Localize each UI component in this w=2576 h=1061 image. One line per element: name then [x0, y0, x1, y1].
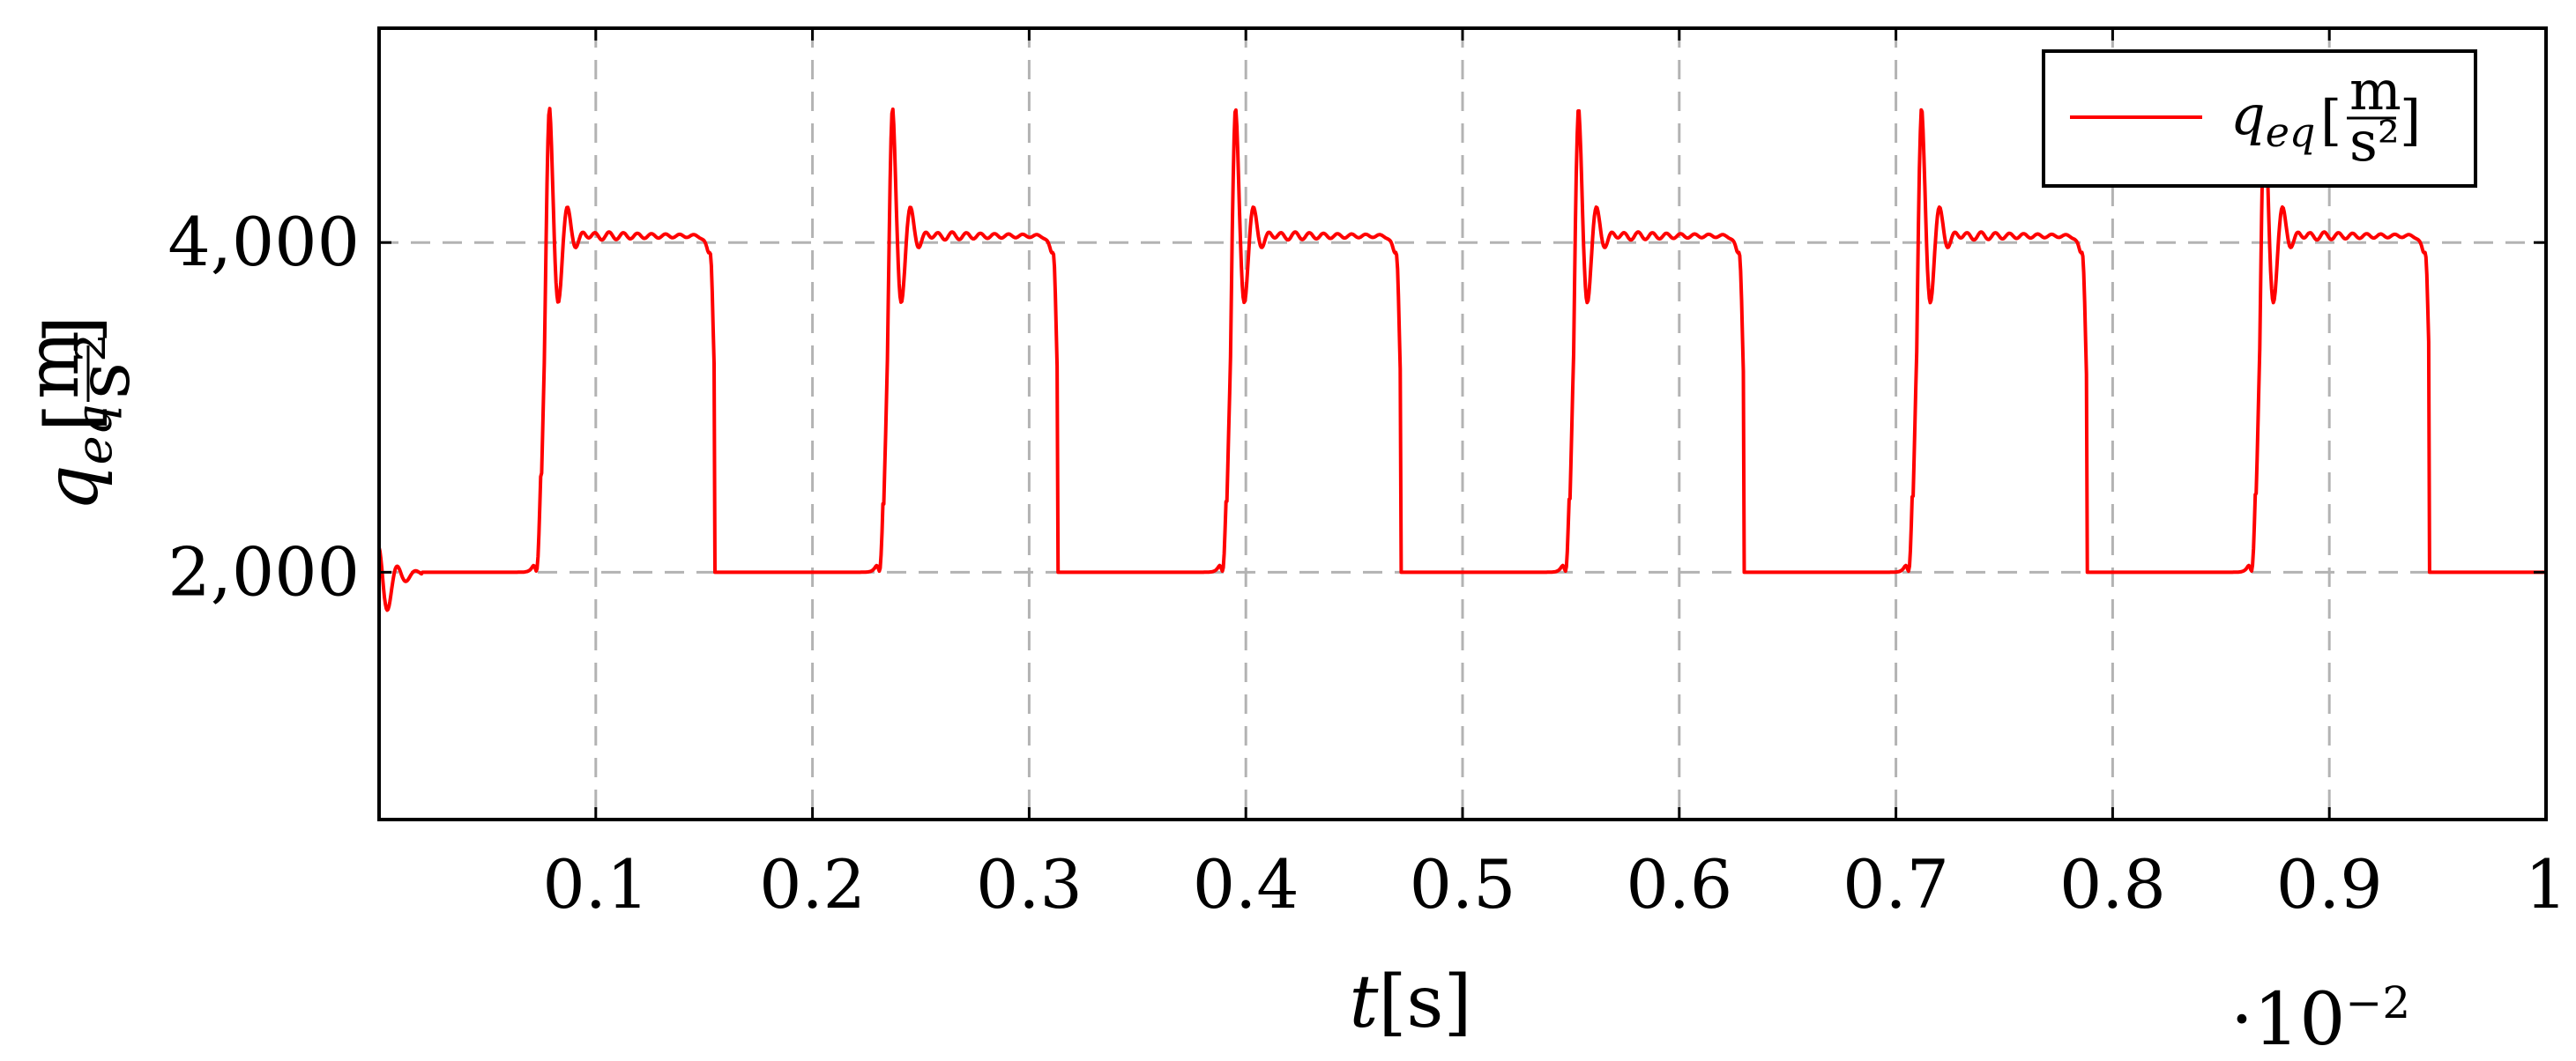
x-tick-label: 0.5	[1410, 845, 1516, 924]
legend: qeq [ m s² ]	[2042, 49, 2477, 188]
x-axis-ticks: 0.1 0.2 0.3 0.4 0.5 0.6 0.7 0.8 0.9 1	[542, 28, 2567, 924]
x-tick-label: 0.3	[976, 845, 1083, 924]
series-line-q-eq	[377, 107, 2547, 612]
svg-text:]: ]	[2400, 88, 2421, 152]
svg-text:s²: s²	[63, 333, 146, 399]
svg-text:qeq: qeq	[31, 404, 123, 512]
x-tick-label: 0.7	[1843, 845, 1949, 924]
y-axis-label: qeq [ m s² ]	[11, 315, 146, 511]
svg-text:[: [	[31, 404, 115, 432]
x-axis-label: t[s]	[1349, 961, 1471, 1044]
x-tick-label: 0.2	[759, 845, 866, 924]
x-tick-label: 0.8	[2059, 845, 2166, 924]
svg-text:s²: s²	[2349, 109, 2400, 174]
svg-text:m: m	[11, 330, 95, 399]
x-tick-label: 0.1	[542, 845, 649, 924]
x-tick-label: 0.6	[1626, 845, 1732, 924]
x-tick-label: 1	[2525, 845, 2567, 924]
svg-text:qeq: qeq	[2230, 83, 2315, 156]
svg-text:m: m	[2349, 58, 2401, 122]
svg-text:[: [	[2320, 88, 2341, 152]
y-axis-ticks: 2,000 4,000	[168, 203, 2546, 611]
series-layer	[377, 107, 2547, 612]
legend-entry-label: qeq [ m s² ]	[2230, 58, 2421, 174]
x-tick-label: 0.9	[2276, 845, 2383, 924]
y-tick-label: 2,000	[168, 532, 360, 611]
svg-text:]: ]	[31, 315, 115, 344]
y-tick-label: 4,000	[168, 203, 360, 281]
x-axis-scale-note: ·10−2	[2230, 977, 2410, 1061]
x-tick-label: 0.4	[1193, 845, 1299, 924]
